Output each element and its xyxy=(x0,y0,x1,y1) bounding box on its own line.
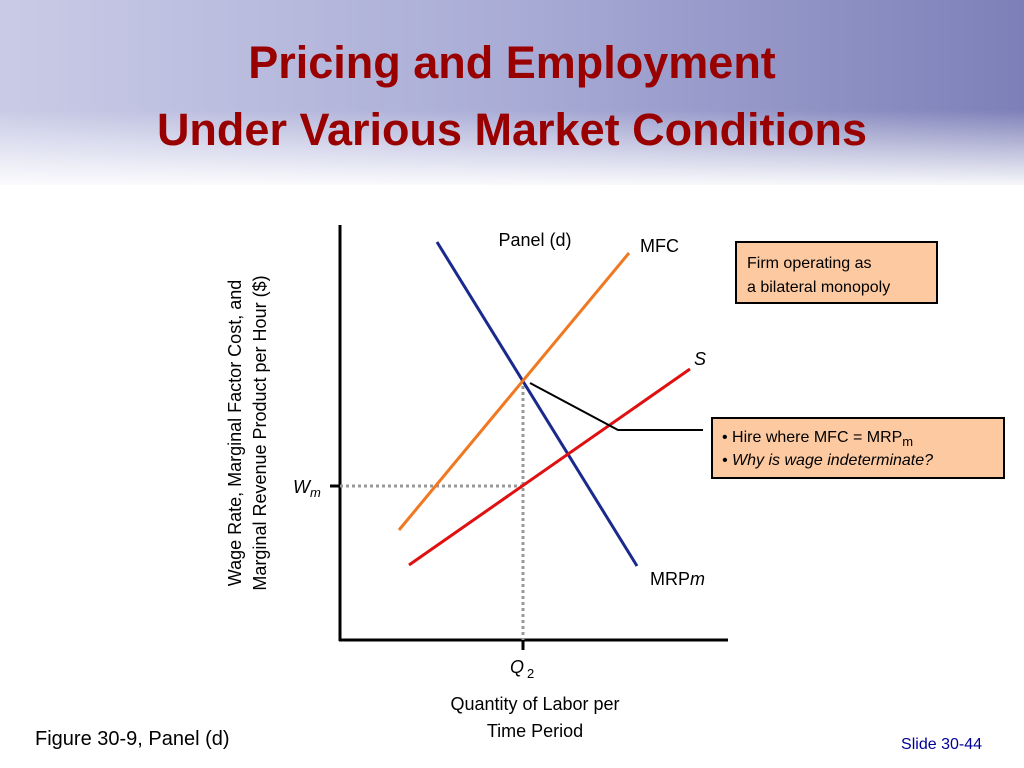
callout-text: a bilateral monopoly xyxy=(747,279,890,296)
mrp-text: MRP xyxy=(650,569,690,589)
wage-text: W xyxy=(293,477,312,497)
quantity-subscript: 2 xyxy=(527,666,534,681)
figure-caption: Figure 30-9, Panel (d) xyxy=(35,728,230,750)
header-fade xyxy=(0,110,1024,190)
callout-text: • Hire where MFC = MRPm xyxy=(722,429,913,449)
wage-subscript: m xyxy=(310,485,321,500)
panel-label: Panel (d) xyxy=(498,230,571,250)
mrp-label: MRPm xyxy=(650,569,705,589)
mfc-curve xyxy=(397,252,631,531)
callout: Firm operating as a bilateral monopoly xyxy=(735,241,938,304)
title-line: Under Various Market Conditions xyxy=(157,104,867,155)
wage-label: Wm xyxy=(293,477,321,500)
y-axis-label: Wage Rate, Marginal Factor Cost, and xyxy=(225,280,245,586)
x-axis-label: Time Period xyxy=(487,721,583,741)
mrp-curve xyxy=(435,241,639,567)
callout-subscript: m xyxy=(902,434,913,449)
callout-box xyxy=(711,417,1005,479)
mrp-subscript: m xyxy=(690,569,705,589)
callout-text: Firm operating as xyxy=(747,255,872,272)
quantity-text: Q xyxy=(510,657,524,677)
supply-curve xyxy=(408,367,691,567)
callout: • Hire where MFC = MRPm • Why is wage in… xyxy=(711,417,1005,479)
callout-pointer xyxy=(529,382,703,431)
y-axis-label: Marginal Revenue Product per Hour ($) xyxy=(250,275,270,590)
mfc-label: MFC xyxy=(640,236,679,256)
callout-line: • Hire where MFC = MRP xyxy=(722,429,902,446)
title-line: Pricing and Employment xyxy=(248,37,776,88)
callout-box xyxy=(735,241,938,304)
x-axis-label: Quantity of Labor per xyxy=(450,694,619,714)
callout-text: • Why is wage indeterminate? xyxy=(722,452,933,469)
supply-label: S xyxy=(694,349,706,369)
slide-number: Slide 30-44 xyxy=(901,736,982,753)
